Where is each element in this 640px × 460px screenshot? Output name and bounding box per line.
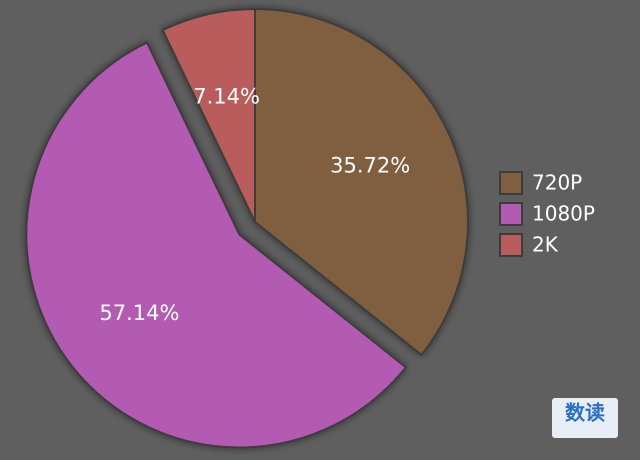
legend-swatch	[499, 171, 523, 195]
legend-label: 1080P	[532, 202, 595, 226]
data-label: 57.14%	[99, 301, 179, 325]
watermark-text: 数读	[565, 401, 605, 425]
watermark-box	[552, 398, 618, 438]
pie-slice	[25, 41, 408, 449]
legend-label: 720P	[532, 171, 582, 195]
legend-swatch	[499, 233, 523, 257]
data-label: 35.72%	[330, 154, 410, 178]
watermark: 数读	[552, 398, 618, 438]
pie	[25, 7, 469, 449]
legend-label: 2K	[532, 233, 559, 257]
pie-slice	[161, 7, 256, 223]
data-label: 7.14%	[193, 84, 260, 108]
legend-swatch	[499, 202, 523, 226]
pie-slice	[254, 7, 469, 357]
